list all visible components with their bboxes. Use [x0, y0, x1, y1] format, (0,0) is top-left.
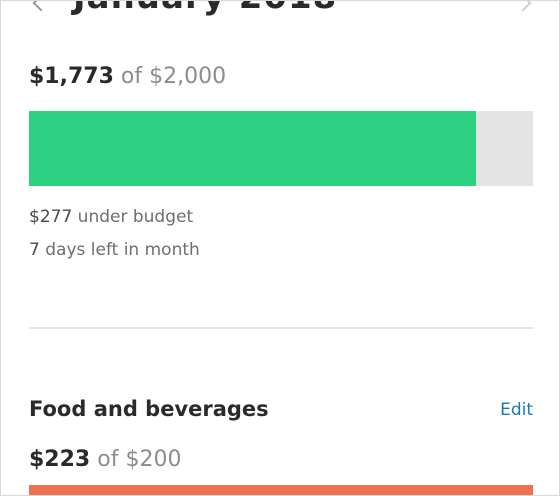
days-left-line: 7 days left in month — [29, 238, 200, 262]
section-divider — [29, 327, 533, 329]
category-of-label: of — [97, 447, 119, 472]
category-amount: $223 of $200 — [29, 445, 181, 475]
chevron-left-icon[interactable] — [32, 1, 50, 12]
days-label: days left in month — [45, 240, 200, 260]
chevron-right-icon[interactable] — [514, 1, 532, 12]
spent-amount: $1,773 — [29, 64, 114, 89]
budget-progress-bar — [29, 111, 533, 186]
category-progress-fill — [29, 485, 533, 495]
days-count: 7 — [29, 240, 40, 260]
under-label: under budget — [77, 207, 194, 227]
category-title: Food and beverages — [29, 397, 269, 421]
under-budget-line: $277 under budget — [29, 205, 193, 229]
edit-category-link[interactable]: Edit — [500, 400, 533, 420]
month-header: January 2018 — [1, 1, 559, 27]
of-label: of — [120, 64, 143, 89]
category-progress-bar — [29, 485, 533, 495]
budget-total: $2,000 — [149, 64, 227, 89]
under-amount: $277 — [29, 207, 73, 227]
category-total: $200 — [125, 447, 182, 472]
budget-progress-fill — [29, 111, 476, 186]
month-title: January 2018 — [73, 1, 337, 19]
category-spent: $223 — [29, 447, 91, 472]
overall-amount: $1,773 of $2,000 — [29, 61, 226, 93]
